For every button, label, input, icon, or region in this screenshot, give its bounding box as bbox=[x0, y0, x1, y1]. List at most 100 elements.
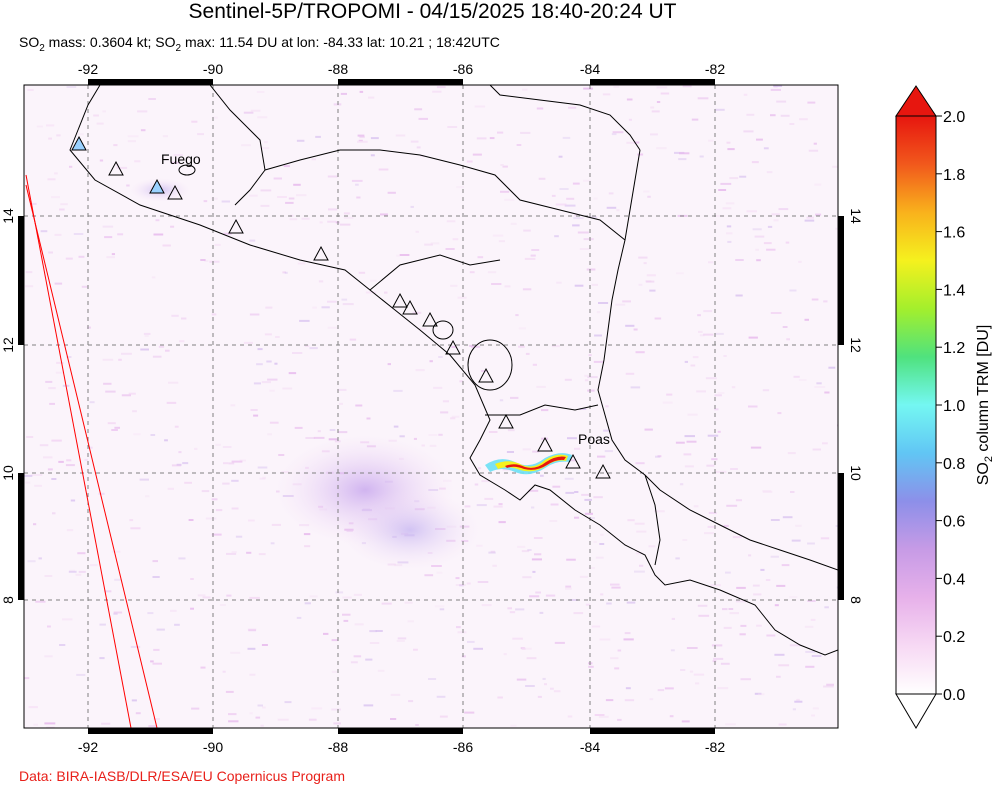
noise-speckle bbox=[36, 125, 43, 128]
lon-tick-bottom-2: -90 bbox=[203, 739, 223, 755]
noise-speckle bbox=[773, 85, 783, 87]
noise-speckle bbox=[692, 356, 699, 359]
noise-speckle bbox=[712, 660, 717, 663]
noise-speckle bbox=[537, 695, 542, 698]
noise-speckle bbox=[522, 576, 532, 579]
noise-speckle bbox=[277, 196, 287, 198]
noise-speckle bbox=[808, 149, 819, 152]
noise-speckle bbox=[249, 239, 256, 242]
noise-speckle bbox=[518, 327, 526, 330]
noise-speckle bbox=[267, 433, 272, 436]
noise-speckle bbox=[327, 220, 336, 223]
noise-speckle bbox=[711, 644, 723, 647]
noise-speckle bbox=[574, 284, 584, 287]
noise-speckle bbox=[717, 687, 729, 690]
noise-speckle bbox=[117, 233, 124, 236]
noise-speckle bbox=[44, 575, 53, 577]
noise-speckle bbox=[643, 262, 647, 265]
noise-speckle bbox=[807, 600, 816, 602]
noise-speckle bbox=[651, 110, 660, 113]
noise-speckle bbox=[755, 248, 759, 251]
noise-speckle bbox=[723, 626, 732, 629]
noise-speckle bbox=[304, 545, 311, 548]
noise-speckle bbox=[354, 623, 364, 626]
noise-speckle bbox=[615, 303, 626, 306]
noise-speckle bbox=[464, 505, 471, 508]
noise-speckle bbox=[76, 673, 86, 676]
noise-speckle bbox=[188, 519, 194, 521]
noise-speckle bbox=[414, 108, 423, 111]
noise-speckle bbox=[339, 402, 343, 405]
noise-speckle bbox=[466, 160, 473, 163]
noise-speckle bbox=[523, 229, 531, 232]
noise-speckle bbox=[118, 358, 122, 361]
noise-speckle bbox=[770, 519, 780, 521]
noise-speckle bbox=[774, 604, 779, 607]
noise-speckle bbox=[686, 647, 698, 649]
noise-speckle bbox=[762, 389, 770, 392]
noise-speckle bbox=[25, 271, 33, 274]
noise-speckle bbox=[264, 141, 268, 144]
noise-speckle bbox=[205, 517, 217, 520]
lon-tick-bottom-5: -84 bbox=[580, 739, 600, 755]
noise-speckle bbox=[638, 256, 648, 259]
noise-speckle bbox=[266, 360, 272, 363]
noise-speckle bbox=[204, 260, 209, 262]
noise-speckle bbox=[714, 394, 722, 397]
colorbar-max-arrow bbox=[895, 85, 937, 117]
noise-speckle bbox=[467, 640, 475, 643]
noise-speckle bbox=[269, 421, 279, 424]
noise-speckle bbox=[104, 590, 112, 593]
noise-speckle bbox=[384, 291, 388, 294]
noise-speckle bbox=[804, 625, 814, 628]
noise-speckle bbox=[647, 195, 651, 198]
frame-top-bar-1 bbox=[88, 79, 213, 85]
noise-speckle bbox=[763, 147, 769, 150]
frame-bottom-bar-1 bbox=[88, 728, 213, 734]
noise-speckle bbox=[646, 274, 656, 277]
noise-speckle bbox=[353, 655, 362, 658]
noise-speckle bbox=[624, 699, 635, 702]
noise-speckle bbox=[331, 639, 339, 642]
colorbar-label-sub: 2 bbox=[983, 456, 993, 462]
noise-speckle bbox=[114, 426, 120, 429]
colorbar-tick-label: 0.0 bbox=[943, 687, 965, 704]
noise-speckle bbox=[678, 158, 687, 161]
noise-speckle bbox=[264, 333, 272, 336]
noise-speckle bbox=[273, 177, 282, 180]
noise-speckle bbox=[255, 716, 261, 719]
noise-speckle bbox=[656, 147, 667, 150]
noise-speckle bbox=[559, 188, 569, 190]
noise-speckle bbox=[269, 389, 275, 392]
noise-speckle bbox=[565, 587, 572, 590]
noise-speckle bbox=[499, 399, 504, 402]
noise-speckle bbox=[340, 92, 347, 95]
noise-speckle bbox=[531, 506, 535, 509]
noise-speckle bbox=[538, 177, 546, 180]
noise-speckle bbox=[219, 604, 226, 606]
noise-speckle bbox=[751, 161, 759, 164]
colorbar-tick-label: 1.4 bbox=[943, 282, 965, 299]
noise-speckle bbox=[787, 452, 796, 455]
noise-speckle bbox=[24, 677, 30, 680]
noise-speckle bbox=[152, 355, 162, 358]
noise-speckle bbox=[404, 601, 413, 604]
noise-speckle bbox=[292, 352, 303, 354]
noise-speckle bbox=[257, 466, 268, 469]
noise-speckle bbox=[47, 625, 51, 628]
noise-speckle bbox=[171, 464, 182, 467]
noise-speckle bbox=[78, 570, 86, 573]
noise-speckle bbox=[498, 521, 506, 524]
noise-speckle bbox=[551, 194, 556, 197]
noise-speckle bbox=[569, 459, 577, 462]
noise-speckle bbox=[832, 165, 838, 168]
noise-speckle bbox=[370, 279, 377, 282]
noise-speckle bbox=[518, 345, 525, 348]
noise-speckle bbox=[197, 133, 204, 136]
noise-speckle bbox=[182, 462, 189, 465]
colorbar-tick-label: 1.2 bbox=[943, 340, 965, 357]
noise-speckle bbox=[304, 602, 311, 605]
noise-speckle bbox=[191, 707, 200, 710]
noise-speckle bbox=[634, 522, 645, 525]
noise-speckle bbox=[612, 131, 624, 134]
